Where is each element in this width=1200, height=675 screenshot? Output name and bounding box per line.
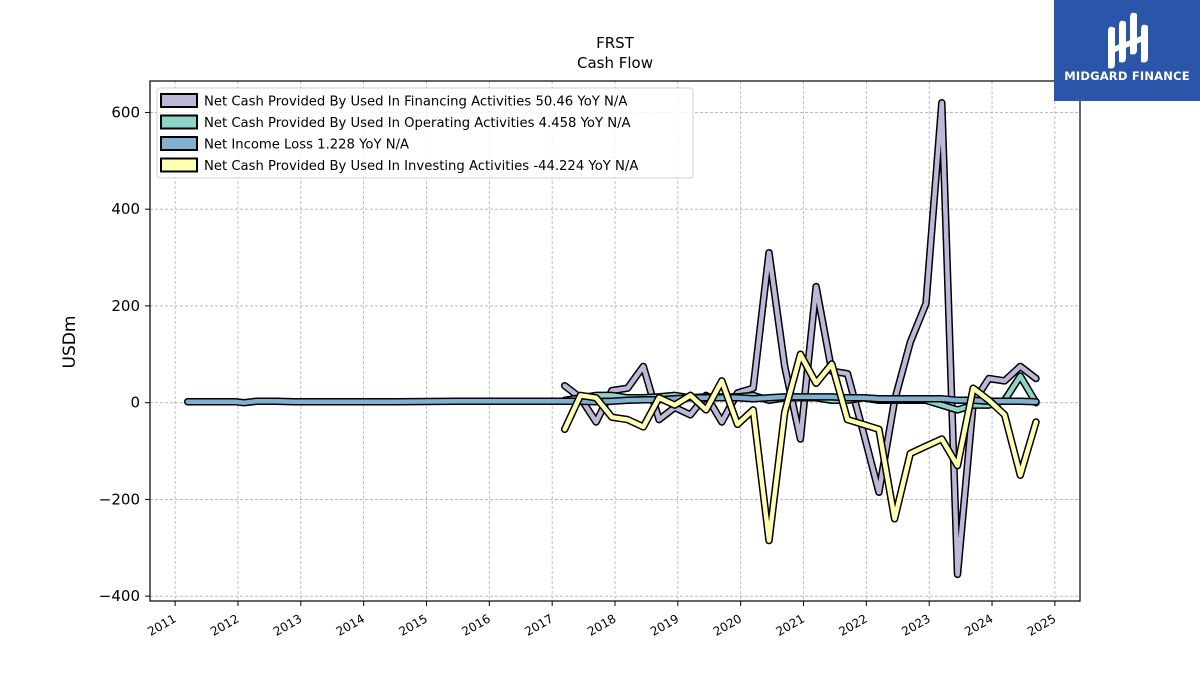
series-1-stroke <box>562 100 1039 577</box>
legend-swatch <box>160 136 198 151</box>
series-1-line <box>560 99 1040 579</box>
legend-swatch <box>160 157 198 173</box>
y-tick-label: 400 <box>111 200 140 218</box>
y-axis-ticks: −400 −200 0 200 400 600 <box>99 103 150 605</box>
legend: Net Cash Provided By Used In Financing A… <box>156 87 694 179</box>
x-tick-label: 2015 <box>397 611 430 638</box>
x-tick-label: 2023 <box>899 611 932 638</box>
x-tick-label: 2022 <box>836 611 869 638</box>
legend-label: Net Cash Provided By Used In Financing A… <box>204 95 627 110</box>
series-3-line <box>183 393 1040 407</box>
x-tick-label: 2020 <box>711 611 744 638</box>
x-tick-label: 2013 <box>271 611 304 638</box>
x-tick-label: 2011 <box>145 611 178 638</box>
series-4-stroke <box>562 352 1039 543</box>
series-lines <box>183 99 1040 579</box>
x-tick-label: 2025 <box>1025 611 1058 638</box>
y-tick-label: 200 <box>111 297 140 315</box>
series-3-stroke <box>185 394 1039 405</box>
legend-swatch <box>160 93 198 108</box>
x-axis-ticks: 2011 2012 2013 2014 2015 2016 2017 2018 2019 2020… <box>145 601 1058 639</box>
x-tick-label: 2014 <box>334 611 367 638</box>
logo-text: MIDGARD FINANCE <box>1064 69 1190 83</box>
x-tick-label: 2021 <box>774 611 807 638</box>
y-tick-label: 0 <box>130 394 140 412</box>
legend-label: Net Cash Provided By Used In Investing A… <box>204 159 638 174</box>
x-tick-label: 2012 <box>208 611 241 638</box>
chart-title: FRST <box>596 34 635 52</box>
y-axis-label: USDm <box>60 316 80 369</box>
y-tick-label: 600 <box>111 103 140 121</box>
x-tick-label: 2017 <box>522 611 555 638</box>
x-tick-label: 2018 <box>585 611 618 638</box>
legend-label: Net Cash Provided By Used In Operating A… <box>204 116 631 131</box>
x-tick-label: 2019 <box>648 611 681 638</box>
legend-box <box>156 87 694 179</box>
x-tick-label: 2024 <box>962 611 995 638</box>
company-logo: MIDGARD FINANCE <box>1054 0 1200 101</box>
stacked-m-logo-icon <box>1108 12 1148 69</box>
chart-subtitle: Cash Flow <box>577 54 653 72</box>
y-tick-label: −400 <box>99 587 140 605</box>
x-tick-label: 2016 <box>459 611 492 638</box>
legend-swatch <box>160 114 198 130</box>
legend-label: Net Income Loss 1.228 YoY N/A <box>204 138 409 153</box>
y-tick-label: −200 <box>99 490 140 508</box>
series-4-line <box>560 350 1040 545</box>
